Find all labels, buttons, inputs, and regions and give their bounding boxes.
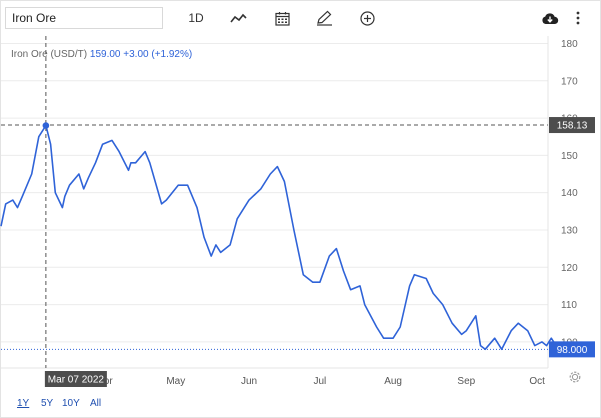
line-chart-icon[interactable] [228, 8, 248, 28]
cloud-download-icon[interactable] [540, 8, 560, 28]
more-vertical-icon[interactable] [568, 8, 588, 28]
price-legend: Iron Ore (USD/T) 159.00 +3.00 (+1.92%) [11, 49, 192, 60]
period-5y-button[interactable]: 5Y [41, 398, 54, 409]
symbol-search-input[interactable] [5, 7, 163, 29]
interval-button[interactable]: 1D [188, 11, 204, 25]
period-all-button[interactable]: All [90, 398, 102, 409]
period-10y-button[interactable]: 10Y [62, 398, 80, 409]
current-price: 159.00 [89, 49, 121, 60]
calendar-icon[interactable] [272, 8, 292, 28]
chart-toolbar: 1D [0, 0, 601, 36]
pencil-icon[interactable] [314, 8, 334, 28]
plus-circle-icon[interactable] [357, 8, 377, 28]
price-change: +3.00 (+1.92%) [123, 49, 193, 60]
instrument-name: Iron Ore (USD/T) [11, 49, 88, 60]
period-1y-button[interactable]: 1Y [17, 398, 30, 409]
